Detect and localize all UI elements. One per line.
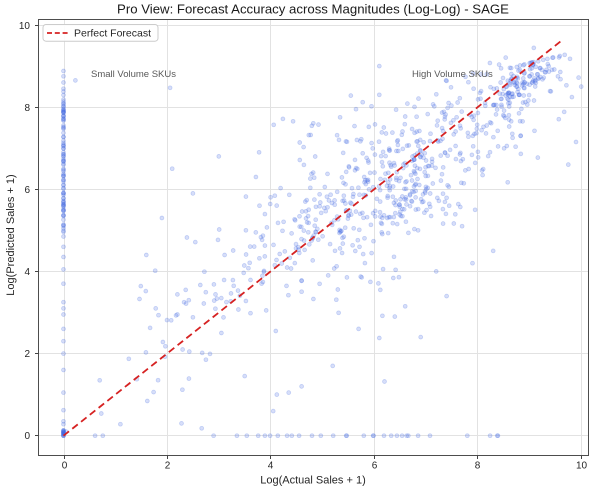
- svg-text:0: 0: [24, 431, 30, 442]
- svg-text:4: 4: [24, 267, 30, 278]
- svg-text:10: 10: [19, 21, 31, 32]
- svg-text:6: 6: [372, 461, 378, 472]
- svg-text:6: 6: [24, 185, 30, 196]
- svg-text:0: 0: [62, 461, 68, 472]
- svg-text:10: 10: [576, 461, 588, 472]
- svg-text:2: 2: [24, 349, 30, 360]
- svg-text:Pro View: Forecast Accuracy ac: Pro View: Forecast Accuracy across Magni…: [117, 1, 509, 16]
- svg-text:Small Volume SKUs: Small Volume SKUs: [91, 69, 176, 80]
- svg-text:2: 2: [165, 461, 171, 472]
- svg-text:High Volume SKUs: High Volume SKUs: [412, 69, 493, 80]
- svg-text:Perfect Forecast: Perfect Forecast: [74, 28, 151, 40]
- svg-text:8: 8: [475, 461, 481, 472]
- svg-text:4: 4: [268, 461, 274, 472]
- svg-text:8: 8: [24, 103, 30, 114]
- svg-text:Log(Predicted Sales + 1): Log(Predicted Sales + 1): [5, 174, 17, 295]
- svg-text:Log(Actual Sales + 1): Log(Actual Sales + 1): [260, 474, 365, 486]
